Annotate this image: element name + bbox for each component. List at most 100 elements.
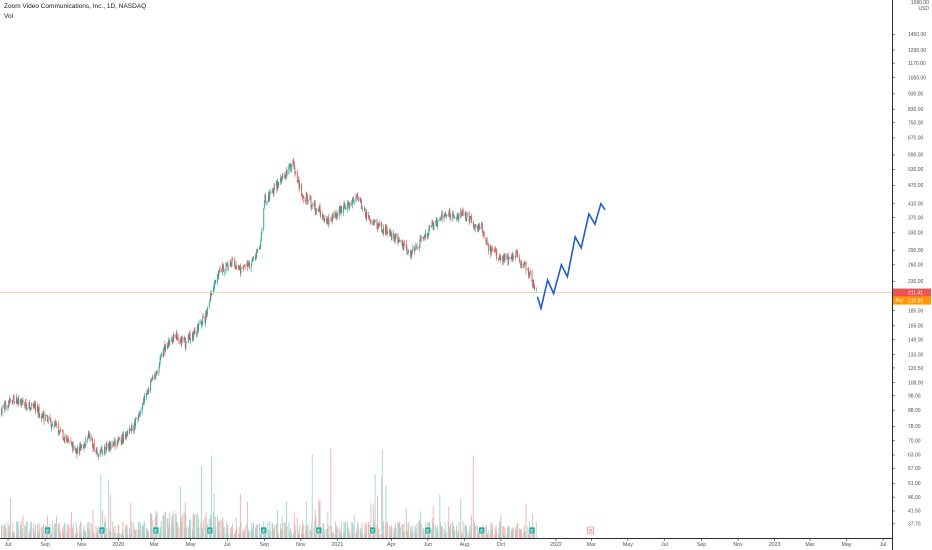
volume-bar	[25, 534, 27, 538]
candle-body	[330, 220, 332, 222]
candle-body	[374, 221, 375, 223]
volume-bar	[347, 527, 349, 538]
candle-body	[145, 393, 147, 397]
volume-bar	[97, 527, 99, 538]
time-axis-label: Mar	[805, 542, 814, 548]
candle-body	[527, 268, 529, 270]
earnings-marker-label: E	[480, 529, 483, 534]
volume-bar	[223, 528, 225, 538]
volume-bar	[338, 529, 340, 538]
last-price-tag-label: 211.41	[908, 290, 923, 296]
volume-bar	[255, 526, 257, 538]
volume-bar	[458, 521, 460, 538]
candle-body	[357, 195, 359, 200]
volume-bar	[496, 531, 498, 538]
volume-bar	[4, 523, 6, 538]
candle-body	[25, 402, 27, 403]
volume-bar	[303, 533, 305, 538]
candle-body	[461, 213, 463, 216]
time-axis-label: Mar	[587, 542, 596, 548]
candle-body	[96, 450, 98, 452]
volume-bar	[294, 524, 296, 538]
candle-body	[405, 243, 407, 248]
candle-body	[255, 257, 257, 260]
volume-bar	[108, 529, 110, 538]
volume-bar	[319, 500, 321, 538]
earnings-marker-box	[369, 526, 377, 535]
volume-bar	[381, 476, 383, 538]
price-pane[interactable]	[0, 0, 892, 538]
candle-body	[457, 216, 459, 221]
candle-body	[163, 345, 165, 348]
candle-body	[13, 395, 15, 403]
volume-bar	[41, 527, 42, 538]
candle-body	[9, 399, 11, 401]
volume-bar	[314, 509, 316, 538]
candle-body	[374, 220, 376, 223]
earnings-marker: E	[206, 526, 214, 535]
candle-body	[229, 262, 231, 267]
candle-body	[345, 207, 347, 209]
volume-bar	[189, 524, 191, 538]
volume-bar	[301, 533, 302, 538]
volume-bar	[1, 526, 3, 538]
candle-body	[238, 267, 240, 270]
projection-drawing[interactable]	[536, 201, 606, 312]
volume-bar	[62, 529, 63, 538]
volume-bar	[121, 534, 123, 538]
candle-body	[238, 265, 240, 269]
candle-body	[66, 439, 68, 443]
volume-bar	[490, 523, 492, 538]
volume-bar	[184, 501, 186, 538]
volume-bar	[504, 528, 506, 538]
candle-body	[133, 422, 135, 432]
candle-body	[171, 338, 172, 340]
volume-bar	[21, 528, 23, 538]
volume-bar	[233, 533, 235, 538]
candle-body	[211, 290, 213, 296]
volume-bar	[204, 517, 206, 538]
volume-bar	[84, 531, 86, 538]
volume-bar	[453, 525, 455, 538]
candle-body	[12, 399, 14, 401]
candle-body	[271, 191, 273, 194]
volume-bar	[226, 521, 228, 538]
volume-bar	[286, 525, 288, 538]
volume-label[interactable]: Vol	[4, 13, 14, 20]
candle-body	[112, 444, 114, 445]
symbol-title[interactable]: Zoom Video Communications, Inc., 1D, NAS…	[4, 3, 147, 10]
candle-body	[172, 334, 174, 340]
volume-bar	[18, 529, 20, 538]
volume-bar	[368, 521, 369, 538]
volume-bar	[240, 522, 242, 538]
candle-body	[529, 271, 531, 273]
candle-body	[443, 215, 445, 219]
candle-body	[72, 445, 74, 450]
volume-bar	[211, 455, 213, 538]
candle-body	[212, 288, 214, 293]
candle-body	[192, 333, 193, 340]
candle-body	[365, 211, 367, 218]
candle-body	[290, 164, 292, 171]
time-axis[interactable]: Jul Sep Nov 2020 Mar May Jul Sep Nov 2021 Apr Jun Au…	[5, 538, 887, 548]
volume-bar	[281, 529, 283, 538]
volume-bar	[274, 525, 275, 538]
candle-body	[332, 214, 334, 219]
candle-body	[16, 398, 18, 404]
volume-bar	[479, 534, 481, 538]
candle-body	[360, 199, 362, 209]
candle-body	[302, 194, 304, 198]
volume-bar	[491, 522, 493, 538]
price-axis-label: 1450.00	[908, 32, 926, 38]
volume-bar	[364, 522, 366, 538]
volume-bar	[89, 521, 91, 538]
candle-body	[318, 209, 320, 210]
volume-bar	[105, 534, 107, 538]
price-axis-label: 120.50	[908, 366, 924, 372]
candle-body	[72, 443, 74, 451]
candle-body	[347, 201, 349, 204]
candle-body	[93, 442, 95, 450]
